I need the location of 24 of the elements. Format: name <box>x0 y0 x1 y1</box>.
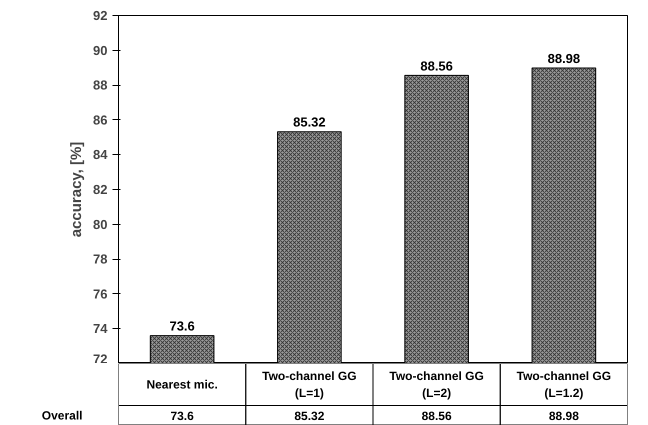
y-tick-label: 76 <box>93 286 108 302</box>
y-tick-label: 84 <box>93 147 108 162</box>
annotation: 73.6 <box>169 318 195 334</box>
y-tick-label: 78 <box>93 252 108 267</box>
data-label: 85.32 <box>294 409 325 423</box>
annotation: 88.98 <box>548 51 580 66</box>
y-tick-label: 90 <box>93 42 108 58</box>
y-axis-title: accuracy, [%] <box>68 142 86 238</box>
text: Overall <box>42 408 83 422</box>
x-tick-label: Two-channel GG (L=1) <box>262 369 357 400</box>
y-tick-label: 92 <box>93 8 108 23</box>
y-tick-label: 86 <box>93 112 108 128</box>
y-tick-label: 88 <box>93 78 108 93</box>
y-tick-label: 80 <box>93 216 108 232</box>
data-label: 73.6 <box>170 409 194 423</box>
data-label: 88.56 <box>422 409 452 423</box>
annotation: 85.32 <box>293 114 326 130</box>
data-label: 88.98 <box>548 409 580 423</box>
x-tick-label: Two-channel GG (L=1.2) <box>516 369 612 400</box>
y-tick-label: 82 <box>93 182 108 197</box>
y-tick-label: 74 <box>93 321 108 336</box>
x-tick-label: Two-channel GG (L=2) <box>389 369 484 400</box>
x-tick-label: Nearest mic. <box>146 378 218 392</box>
annotation: 88.56 <box>420 58 453 74</box>
